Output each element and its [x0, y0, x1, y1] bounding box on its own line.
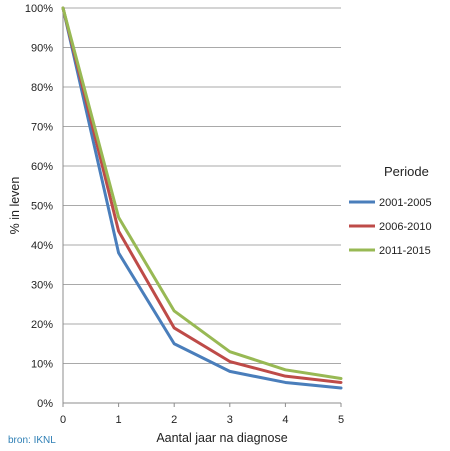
- y-tick-label: 50%: [31, 201, 53, 213]
- source-note: bron: IKNL: [8, 435, 56, 446]
- legend: Periode 2001-2005 2006-2010 2011-2015: [349, 164, 432, 257]
- y-tick-label: 20%: [31, 319, 53, 331]
- y-axis-label: % in leven: [8, 177, 22, 235]
- x-tick-label: 0: [60, 414, 66, 426]
- y-tick-labels: 0% 10% 20% 30% 40% 50% 60% 70% 80% 90% 100%: [25, 3, 53, 410]
- x-tick-label: 4: [282, 414, 288, 426]
- x-tick-label: 1: [116, 414, 122, 426]
- y-tick-label: 60%: [31, 161, 53, 173]
- y-tick-label: 90%: [31, 43, 53, 55]
- y-tick-label: 70%: [31, 122, 53, 134]
- x-tick-label: 5: [338, 414, 344, 426]
- series-line-2006-2010: [61, 6, 343, 384]
- axes: [62, 8, 342, 407]
- y-tick-label: 40%: [31, 240, 53, 252]
- series-lines: [61, 6, 343, 390]
- x-tick-label: 3: [227, 414, 233, 426]
- series-line-2001-2005: [61, 6, 343, 390]
- legend-label-2011-2015: 2011-2015: [379, 245, 431, 257]
- series-line-2011-2015: [61, 6, 343, 381]
- legend-label-2006-2010: 2006-2010: [379, 221, 432, 233]
- legend-label-2001-2005: 2001-2005: [379, 197, 432, 209]
- y-tick-label: 10%: [31, 359, 53, 371]
- legend-title: Periode: [384, 164, 429, 179]
- y-tick-label: 0%: [37, 398, 53, 410]
- y-tick-label: 80%: [31, 82, 53, 94]
- x-tick-label: 2: [171, 414, 177, 426]
- x-axis-label: Aantal jaar na diagnose: [156, 431, 287, 445]
- y-tick-label: 100%: [25, 3, 53, 15]
- gridlines: [63, 7, 341, 364]
- y-tick-label: 30%: [31, 280, 53, 292]
- x-tick-labels: 0 1 2 3 4 5: [60, 414, 344, 426]
